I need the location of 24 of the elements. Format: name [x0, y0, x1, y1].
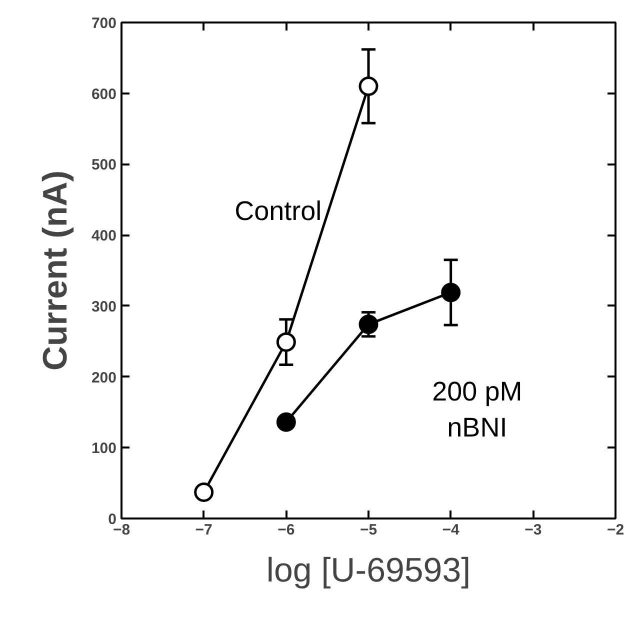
point — [194, 482, 214, 502]
y-tick-label: 100 — [91, 440, 117, 458]
x-tick-label: −2 — [606, 522, 624, 538]
x-tick-label: −7 — [195, 522, 212, 538]
y-axis-title: Current (nA) — [36, 170, 74, 371]
series-label: Control — [234, 196, 322, 226]
point — [358, 76, 378, 96]
y-tick-label: 500 — [91, 156, 117, 174]
y-tick-label: 400 — [91, 228, 117, 245]
y-tick-label: 200 — [91, 369, 117, 386]
y-tick-label: 0 — [108, 511, 116, 528]
x-tick-label: −5 — [360, 522, 378, 538]
point — [276, 332, 296, 352]
x-tick-label: −6 — [278, 522, 295, 538]
point — [276, 412, 296, 432]
y-tick-label: 600 — [91, 86, 117, 103]
point — [358, 314, 378, 334]
x-axis-title: log [U-69593] — [266, 552, 471, 590]
y-tick-label: 700 — [91, 15, 117, 32]
point — [441, 282, 461, 302]
x-tick-label: −3 — [524, 522, 542, 538]
text: 200 pM nBNI — [432, 376, 522, 442]
x-tick-label: −4 — [442, 522, 460, 538]
y-tick-label: 300 — [91, 298, 117, 316]
